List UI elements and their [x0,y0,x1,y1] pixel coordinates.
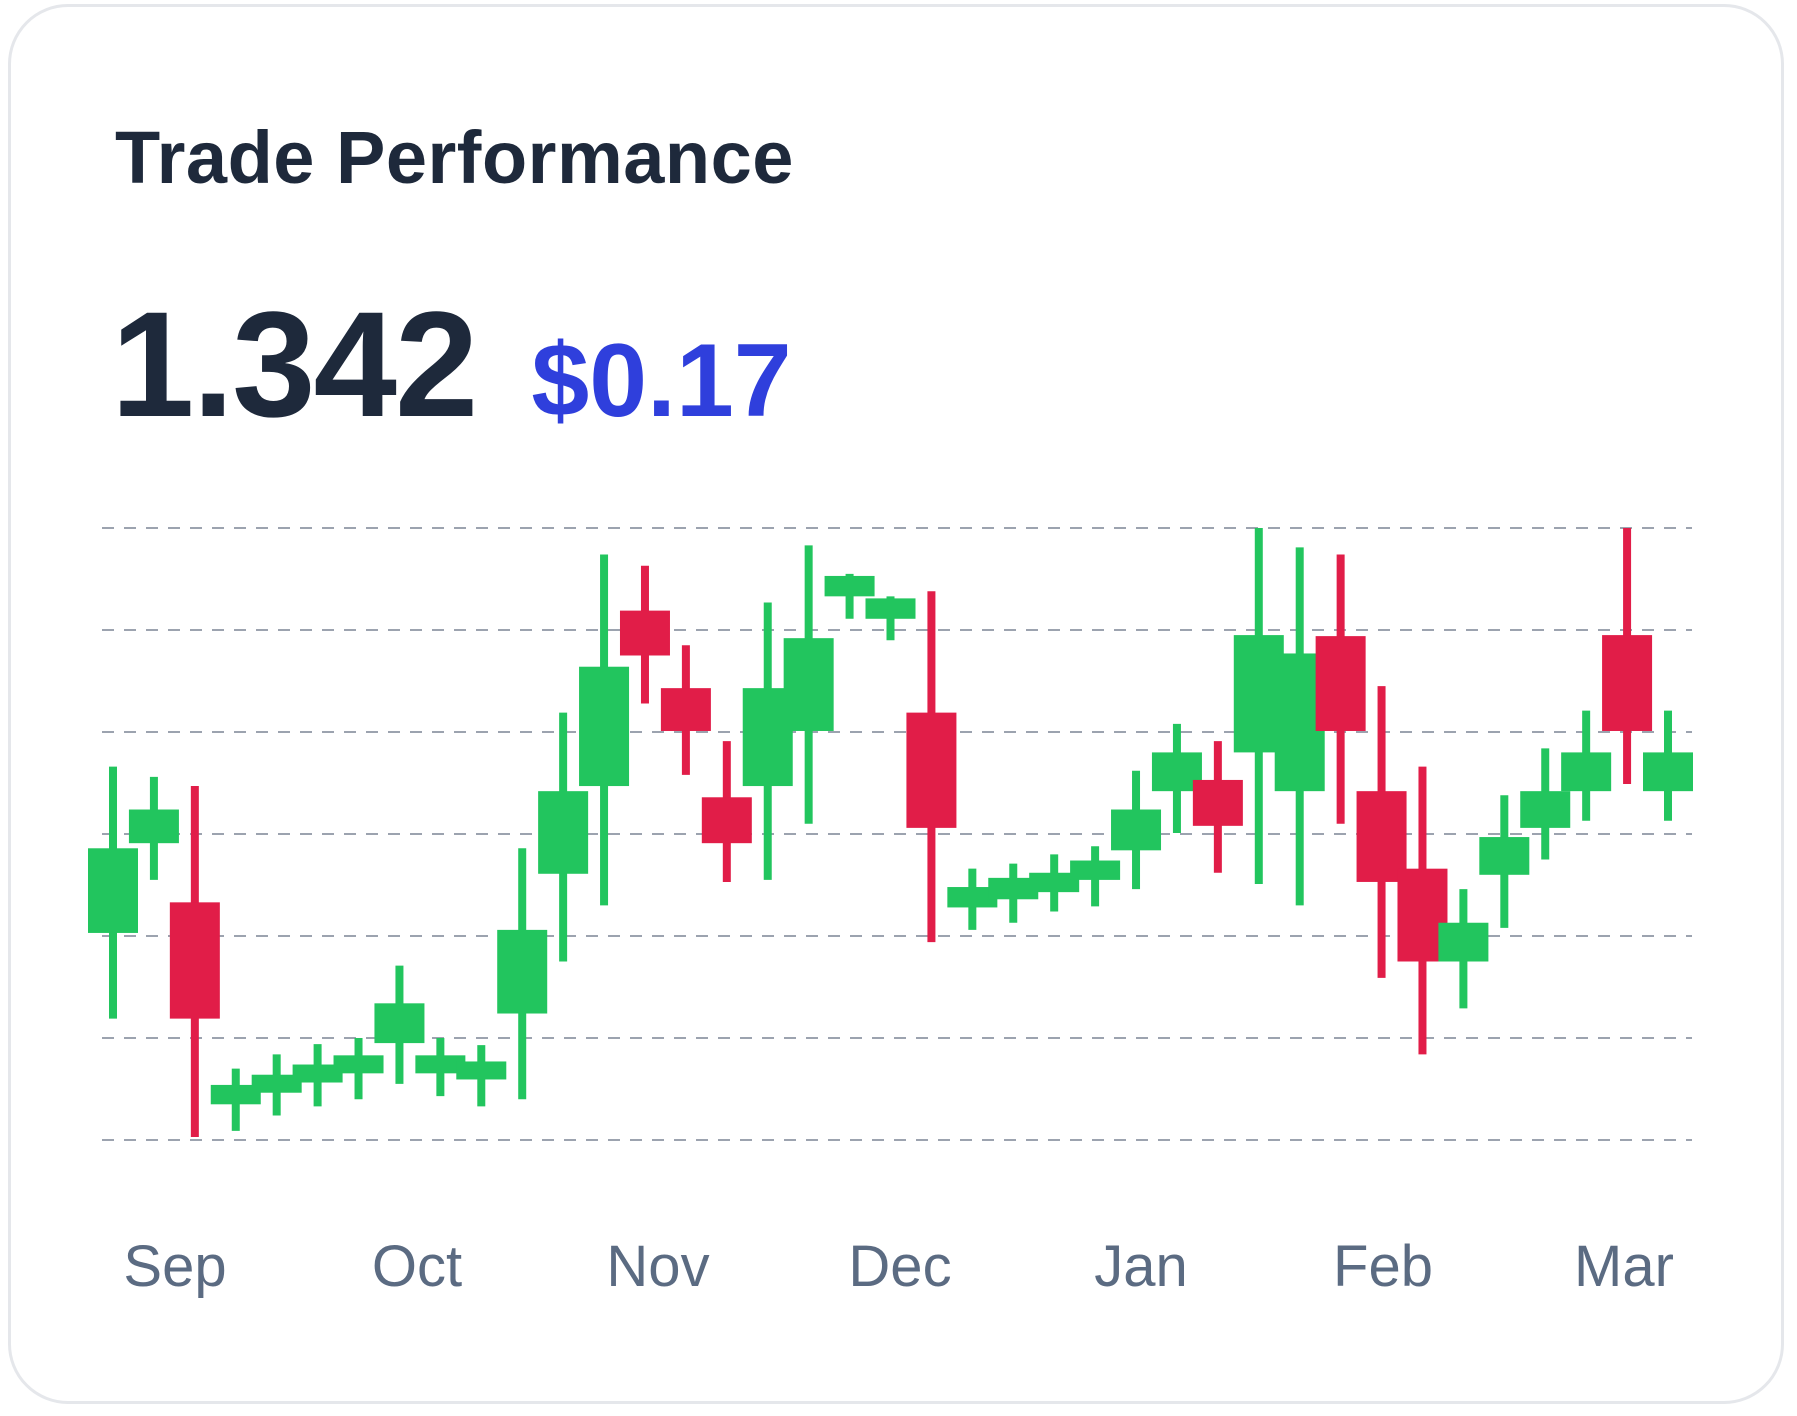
candle [1111,770,1162,890]
candle-body [374,1003,425,1044]
candle-body [579,666,630,787]
candle-body [415,1055,466,1074]
candle [947,868,998,930]
candle-body [1029,872,1080,893]
candle-body [1192,779,1243,826]
candle [906,591,957,943]
candle [1192,741,1243,873]
x-axis-label: Sep [123,1234,226,1299]
candle [865,596,916,641]
chart-candles [88,528,1693,1137]
candle [1070,846,1121,907]
candle [701,741,752,882]
candle [169,786,220,1137]
candle-body [947,887,998,908]
candle [1315,554,1366,824]
candle-body [1561,752,1612,792]
candle-body [128,809,179,844]
candle-body [88,848,138,933]
candle [1561,710,1612,821]
candle-body [824,575,875,597]
candle [210,1068,261,1131]
candle [1520,748,1571,860]
x-axis-label: Dec [848,1234,951,1299]
metric-change: $0.17 [531,323,792,439]
x-axis-labels: Sep Oct Nov Dec Jan Feb Mar [123,1234,1674,1299]
candle-body [783,638,834,731]
candle-body [865,598,916,619]
candle [1356,686,1407,978]
candle [538,712,589,962]
candle [497,848,548,1100]
candle [333,1038,384,1100]
candle-body [1070,860,1121,880]
candle [251,1054,302,1116]
x-axis-label: Nov [606,1234,709,1299]
candle [783,545,834,824]
trade-performance-card: Trade Performance 1.342 $0.17 [8,4,1784,1404]
candle [660,645,711,775]
candle [128,776,179,880]
candle [292,1044,343,1107]
candle-body [988,877,1039,900]
candle [1479,795,1530,928]
candle-body [210,1084,261,1105]
candle [1643,710,1693,821]
candle [88,766,138,1019]
candle-body [906,712,957,828]
candle [988,863,1039,923]
candle-body [497,929,548,1014]
candle-body [292,1064,343,1083]
candle-body [1111,809,1162,851]
candle-body [1356,791,1407,882]
candle-body [619,610,670,656]
candle-body [701,797,752,844]
candle [415,1038,466,1097]
metric-row: 1.342 $0.17 [111,289,792,439]
candle-body [1315,636,1366,731]
candle [1602,528,1653,785]
candle [456,1045,507,1107]
candle-body [1438,922,1489,962]
candle [1438,889,1489,1009]
candle-body [1643,752,1693,792]
candle-body [456,1061,507,1080]
candle-body [169,902,220,1019]
candle-body [333,1055,384,1074]
candle [824,573,875,619]
candle-body [538,791,589,874]
candle [374,965,425,1084]
candle-body [1479,837,1530,875]
candle [579,554,630,906]
x-axis-label: Jan [1094,1234,1188,1299]
candle-body [251,1074,302,1093]
metric-value: 1.342 [111,280,478,448]
x-axis-label: Mar [1574,1234,1674,1299]
card-title: Trade Performance [115,116,794,199]
chart-grid [102,527,1692,1141]
candle [619,565,670,704]
candle [1029,854,1080,912]
candle-body [660,688,711,731]
candle-body [1520,791,1571,828]
candle [1151,723,1202,833]
x-axis-label: Feb [1333,1234,1433,1299]
candle-body [1602,635,1653,731]
x-axis-label: Oct [372,1234,462,1299]
